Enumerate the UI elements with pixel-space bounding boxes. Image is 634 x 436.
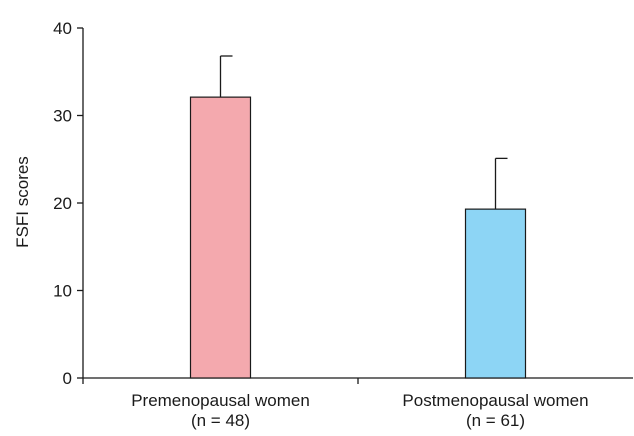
y-axis-title: FSFI scores [13, 156, 32, 248]
category-label: Postmenopausal women [402, 391, 588, 410]
x-ticks [82, 378, 359, 384]
bar [189, 96, 252, 379]
y-tick-label: 20 [53, 194, 72, 213]
y-tick-label: 0 [63, 369, 72, 388]
category-label: Premenopausal women [131, 391, 310, 410]
category-count-label: (n = 61) [466, 411, 525, 430]
y-ticks: 0 10 20 30 40 [53, 19, 83, 388]
category-count-label: (n = 48) [191, 411, 250, 430]
bars [189, 96, 527, 379]
bar [464, 208, 527, 379]
error-bars [219, 55, 508, 210]
y-tick-label: 40 [53, 19, 72, 38]
axes [82, 28, 633, 379]
y-tick-label: 10 [53, 282, 72, 301]
y-tick-label: 30 [53, 107, 72, 126]
category-labels: Premenopausal women(n = 48) Postmenopausa… [131, 391, 588, 430]
